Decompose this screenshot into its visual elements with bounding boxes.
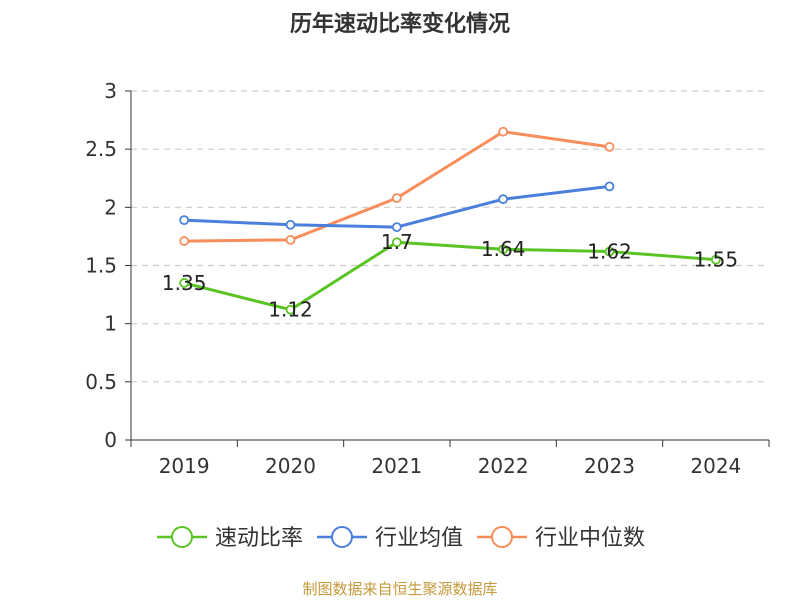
grid-lines (131, 90, 769, 383)
x-tick-label: 2021 (371, 454, 422, 478)
y-tick-label: 2.5 (85, 137, 117, 161)
data-point (710, 254, 721, 265)
data-point (179, 236, 190, 246)
axes: 0 0.5 1 1.5 2 2.5 3 2019 2020 2021 2022 2023 2024 (85, 79, 770, 478)
data-point (179, 278, 190, 288)
legend-label: 行业均值 (375, 526, 463, 551)
series-line (183, 240, 716, 312)
source-note: 制图数据来自恒生聚源数据库 (302, 580, 498, 598)
data-label: 1.7 (381, 230, 413, 254)
legend-marker (171, 526, 193, 548)
data-point (179, 215, 190, 226)
data-label: 1.35 (162, 271, 207, 295)
legend-label: 行业中位数 (535, 526, 645, 551)
data-point (285, 219, 296, 230)
legend: 速动比率 行业均值 行业中位数 (157, 526, 645, 551)
data-point (498, 194, 509, 205)
chart-title: 历年速动比率变化情况 (289, 12, 510, 37)
legend-label: 速动比率 (215, 526, 303, 551)
y-tick-label: 1.5 (85, 254, 117, 278)
data-point (604, 141, 615, 152)
data-point (498, 244, 509, 255)
data-label: 1.55 (694, 248, 739, 272)
data-point (285, 304, 296, 315)
legend-marker (331, 526, 353, 548)
x-tick-label: 2020 (265, 454, 316, 478)
x-tick-label: 2023 (584, 454, 635, 478)
y-tick-label: 0.5 (85, 370, 117, 394)
data-label: 1.62 (587, 240, 632, 264)
x-tick-label: 2019 (159, 454, 210, 478)
data-point (391, 237, 402, 248)
y-tick-label: 2 (104, 195, 117, 219)
data-point (391, 222, 402, 233)
data-point (285, 235, 296, 245)
data-point (498, 126, 509, 137)
data-label: 1.12 (268, 298, 313, 322)
y-tick-label: 1 (104, 312, 117, 336)
x-tick-label: 2024 (690, 454, 741, 478)
legend-marker (491, 526, 513, 548)
data-point (391, 193, 402, 203)
data-labels: 1.35 1.12 1.7 1.64 1.62 1.55 (162, 230, 738, 321)
series-lines (179, 126, 721, 315)
x-tick-label: 2022 (478, 454, 529, 478)
data-point (604, 246, 615, 257)
data-point (604, 181, 615, 192)
data-label: 1.64 (481, 237, 526, 261)
y-tick-label: 3 (104, 79, 117, 103)
y-tick-label: 0 (104, 428, 117, 452)
